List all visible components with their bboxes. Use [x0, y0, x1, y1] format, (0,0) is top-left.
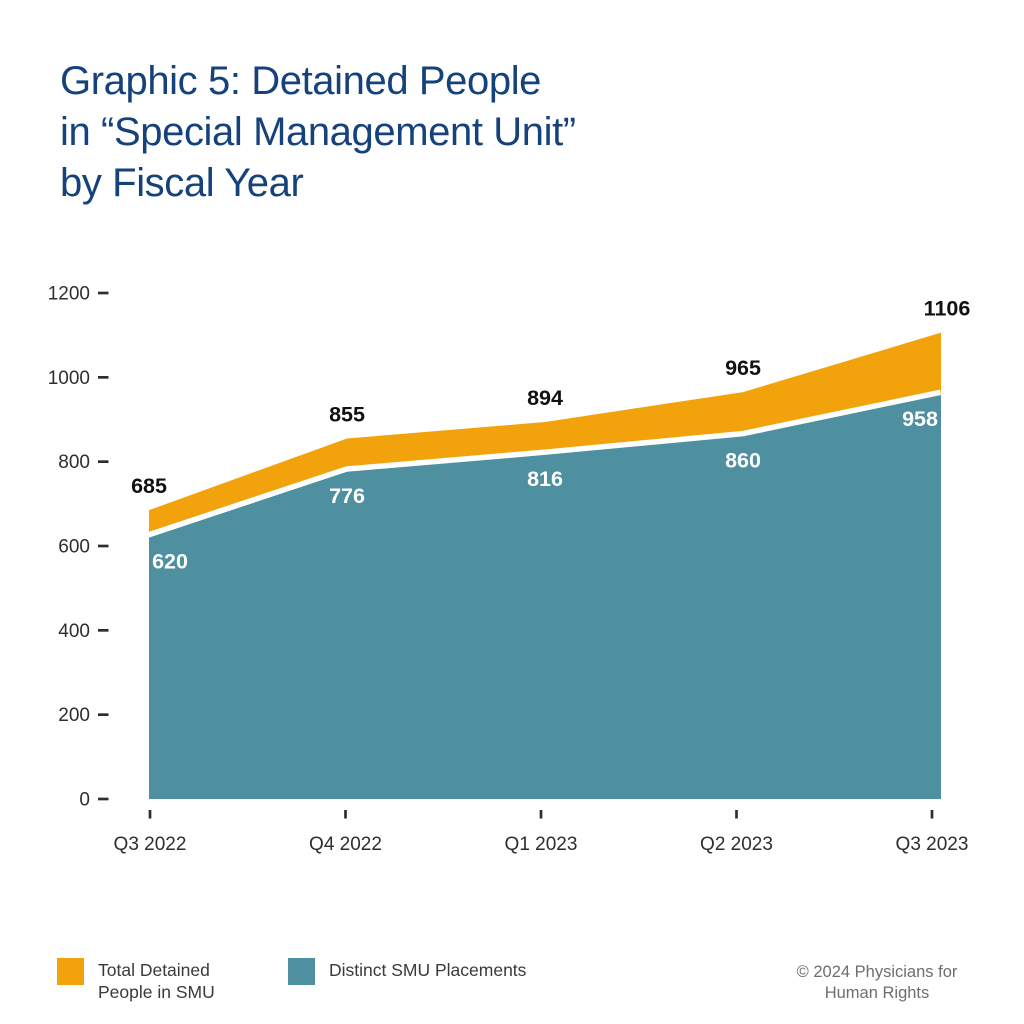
y-tick-label: 0: [79, 790, 90, 811]
x-tick-label: Q1 2023: [505, 834, 578, 855]
distinct-placements-data-label: 860: [725, 448, 761, 472]
legend-item-total-detained: Total Detained People in SMU: [57, 958, 215, 1003]
y-tick-label: 200: [58, 705, 90, 726]
x-axis: Q3 2022 Q4 2022 Q1 2023 Q2 2023 Q3 2023: [114, 810, 969, 855]
distinct-placements-data-label: 776: [329, 484, 365, 508]
legend-label-distinct-placements: Distinct SMU Placements: [329, 958, 526, 982]
total-detained-data-label: 855: [329, 402, 365, 426]
distinct-placements-area: [149, 395, 941, 799]
legend-label-total-line-2: People in SMU: [98, 981, 215, 1002]
legend-swatch-total-detained: [57, 958, 84, 985]
legend-swatch-distinct-placements: [288, 958, 315, 985]
y-tick-label: 1000: [48, 368, 90, 389]
x-tick-label: Q3 2023: [896, 834, 969, 855]
distinct-placements-data-label: 816: [527, 467, 563, 491]
x-tick-label: Q2 2023: [700, 834, 773, 855]
copyright-line-2: Human Rights: [824, 984, 930, 1002]
total-detained-data-label: 685: [131, 474, 167, 498]
legend-item-distinct-placements: Distinct SMU Placements: [288, 958, 526, 985]
y-tick-label: 400: [58, 621, 90, 642]
y-tick-label: 1200: [48, 284, 90, 305]
legend: Total Detained People in SMU Distinct SM…: [0, 958, 1024, 1018]
distinct-placements-data-label: 620: [152, 550, 188, 574]
chart-title: Graphic 5: Detained People in “Special M…: [60, 56, 576, 209]
y-tick-label: 600: [58, 537, 90, 558]
x-tick-label: Q3 2022: [114, 834, 187, 855]
copyright-line-1: © 2024 Physicians for: [796, 963, 958, 981]
distinct-placements-data-label: 958: [902, 407, 938, 431]
chart-title-line-3: by Fiscal Year: [60, 161, 304, 205]
total-detained-data-label: 965: [725, 356, 761, 380]
y-axis: 0 200 400 600 800 1000 1200: [48, 284, 109, 811]
chart-title-line-1: Graphic 5: Detained People: [60, 59, 542, 103]
legend-label-placements-line-1: Distinct SMU Placements: [329, 960, 527, 980]
chart-title-line-2: in “Special Management Unit”: [60, 110, 576, 154]
total-detained-data-label: 1106: [924, 297, 971, 321]
legend-label-total-line-1: Total Detained: [98, 960, 210, 980]
y-tick-label: 800: [58, 452, 90, 473]
legend-label-total-detained: Total Detained People in SMU: [98, 958, 215, 1003]
copyright-notice: © 2024 Physicians for Human Rights: [782, 962, 972, 1004]
x-tick-label: Q4 2022: [309, 834, 382, 855]
total-detained-data-label: 894: [527, 386, 563, 410]
